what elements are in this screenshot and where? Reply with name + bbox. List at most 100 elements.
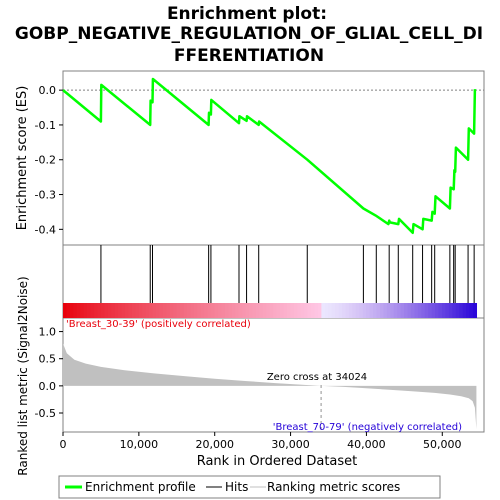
rank-color-bar-segment (311, 303, 316, 318)
chart-title-line-3: FFERENTIATION (174, 46, 324, 66)
rank-color-bar-segment (338, 303, 343, 318)
rank-color-bar-segment (300, 303, 305, 318)
rank-color-bar-segment (197, 303, 202, 318)
rank-color-bar-segment (66, 303, 71, 318)
rank-color-bar-segment (87, 303, 92, 318)
rank-color-bar-segment (121, 303, 126, 318)
rank-color-bar-segment (187, 303, 192, 318)
rank-color-bar-segment (331, 303, 336, 318)
rank-color-bar-segment (324, 303, 329, 318)
rank-color-bar-segment (366, 303, 371, 318)
legend-label-hits: Hits (225, 480, 248, 494)
rank-color-bar-segment (342, 303, 347, 318)
rank-color-bar-segment (114, 303, 119, 318)
rank-color-bar-segment (262, 303, 267, 318)
legend-box (58, 475, 441, 499)
rank-color-bar-segment (369, 303, 374, 318)
rank-color-bar-segment (386, 303, 391, 318)
rank-color-bar-segment (286, 303, 291, 318)
rank-color-bar-segment (293, 303, 298, 318)
rank-color-bar-segment (379, 303, 384, 318)
x-tick-label: 0 (60, 438, 67, 451)
rank-color-bar-segment (245, 303, 250, 318)
rank-color-bar-segment (76, 303, 81, 318)
zero-cross-label: Zero cross at 34024 (267, 372, 367, 383)
rank-color-bar-segment (459, 303, 464, 318)
rank-color-bar-segment (307, 303, 312, 318)
rank-color-bar-segment (290, 303, 295, 318)
legend-label-ranking-metric: Ranking metric scores (267, 480, 400, 494)
es-y-tick-label: -0.4 (35, 223, 56, 236)
metric-panel: 1.0 0.5 0.0 -0.5 (35, 326, 477, 432)
rank-color-bar-segment (204, 303, 209, 318)
hits-panel (63, 245, 478, 318)
rank-color-bar-segment (383, 303, 388, 318)
rank-color-bar-segment (107, 303, 112, 318)
enrichment-profile-line (62, 77, 477, 235)
rank-color-bar-segment (400, 303, 405, 318)
rank-color-bar-segment (97, 303, 102, 318)
rank-color-bar-segment (173, 303, 178, 318)
negative-class-label: 'Breast_70-79' (negatively correlated) (273, 422, 462, 433)
rank-color-bar-segment (183, 303, 188, 318)
rank-color-bar-segment (397, 303, 402, 318)
rank-color-bar-segment (104, 303, 109, 318)
rank-color-bar-segment (218, 303, 223, 318)
es-y-tick-label: -0.3 (35, 189, 56, 202)
es-panel-frame (62, 70, 485, 246)
rank-color-bar-segment (162, 303, 167, 318)
rank-color-bar-segment (228, 303, 233, 318)
rank-color-bar-segment (166, 303, 171, 318)
rank-color-bar-segment (435, 303, 440, 318)
rank-color-bar-segment (73, 303, 78, 318)
chart-title-line-2: GOBP_NEGATIVE_REGULATION_OF_GLIAL_CELL_D… (15, 24, 483, 44)
rank-color-bar-segment (159, 303, 164, 318)
rank-color-bar-segment (280, 303, 285, 318)
rank-color-bar-segment (352, 303, 357, 318)
rank-color-bar-segment (428, 303, 433, 318)
rank-color-bar-segment (63, 303, 68, 318)
rank-color-bar-segment (407, 303, 412, 318)
metric-axis-label: Ranked list metric (Signal2Noise) (16, 276, 30, 475)
rank-color-bar-segment (335, 303, 340, 318)
rank-color-bar-segment (100, 303, 105, 318)
rank-color-bar-segment (266, 303, 271, 318)
metric-y-tick-label: 0.0 (39, 380, 57, 393)
rank-color-bar-segment (431, 303, 436, 318)
rank-color-bar-segment (142, 303, 147, 318)
rank-color-bar-segment (317, 303, 322, 318)
rank-color-bar-segment (80, 303, 85, 318)
rank-color-bar-segment (176, 303, 181, 318)
rank-color-bar-segment (414, 303, 419, 318)
rank-color-bar-segment (259, 303, 264, 318)
rank-color-bar-segment (111, 303, 116, 318)
rank-color-bar-segment (252, 303, 257, 318)
rank-color-bar-segment (469, 303, 474, 318)
rank-color-bar-segment (452, 303, 457, 318)
rank-color-bar-segment (128, 303, 133, 318)
rank-color-bar-segment (297, 303, 302, 318)
metric-y-tick-label: -0.5 (35, 407, 56, 420)
rank-color-bar-segment (149, 303, 154, 318)
es-y-tick-label: -0.2 (35, 154, 56, 167)
rank-color-bar-segment (238, 303, 243, 318)
es-y-tick-label: 0.0 (39, 84, 57, 97)
rank-color-bar-segment (131, 303, 136, 318)
metric-y-tick-label: 0.5 (39, 353, 57, 366)
rank-color-bar-segment (135, 303, 140, 318)
rank-color-bar-segment (83, 303, 88, 318)
rank-color-bar-segment (466, 303, 471, 318)
chart-title-line-1: Enrichment plot: (167, 4, 327, 24)
x-tick-label: 20,000 (195, 438, 234, 451)
rank-color-bar-segment (118, 303, 123, 318)
rank-color-bar-segment (276, 303, 281, 318)
rank-color-bar-segment (231, 303, 236, 318)
rank-color-bar-segment (207, 303, 212, 318)
rank-color-bar-segment (156, 303, 161, 318)
rank-color-bar-segment (455, 303, 460, 318)
rank-color-bar-segment (235, 303, 240, 318)
rank-color-bar-segment (438, 303, 443, 318)
rank-color-bar-segment (273, 303, 278, 318)
rank-color-bar-segment (221, 303, 226, 318)
